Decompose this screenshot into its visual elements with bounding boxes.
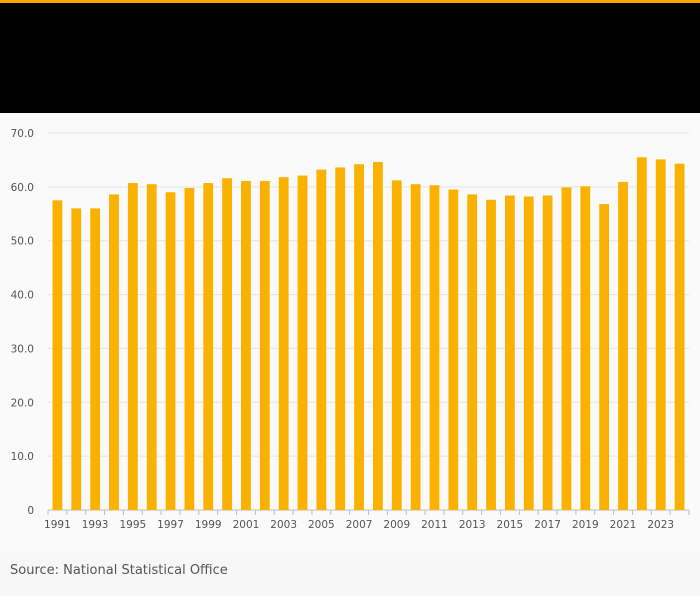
bar [486,199,496,510]
title-band [0,3,700,113]
bar [278,177,289,511]
x-tick-label: 1999 [195,519,222,531]
bar [636,157,647,510]
y-tick-label: 60.0 [11,182,34,194]
bar [90,208,101,510]
source-note: Source: National Statistical Office [10,563,228,578]
bar [655,159,666,510]
x-tick-label: 2007 [346,519,373,531]
y-tick-label: 0 [27,505,34,517]
bar [523,196,534,510]
bar [580,186,591,510]
x-tick-label: 1995 [119,519,146,531]
x-tick-label: 2015 [497,519,524,531]
x-tick-label: 1991 [44,519,71,531]
bar [504,195,515,510]
bar [71,208,82,510]
bar [429,185,440,510]
y-tick-label: 30.0 [11,343,34,355]
bar-chart: 0 10.0 20.0 30.0 40.0 50.0 60.0 70.0 1991 1993 199… [11,128,690,531]
bar [241,180,251,510]
y-tick-label: 20.0 [11,397,34,409]
x-tick-label: 2011 [421,519,448,531]
bar [561,187,572,510]
x-tick-label: 2005 [308,519,335,531]
bar [316,169,327,510]
x-tick-label: 2013 [459,519,486,531]
y-tick-label: 70.0 [11,128,34,140]
bar [373,162,383,510]
bar [127,183,138,510]
bar [297,175,308,510]
bar [165,192,176,510]
y-tick-label: 40.0 [11,290,34,302]
bar [184,187,195,510]
y-tick-label: 50.0 [11,236,34,248]
bar [674,163,685,510]
bar [109,194,119,510]
chart-area: 0 10.0 20.0 30.0 40.0 50.0 60.0 70.0 1991 1993 199… [0,113,700,553]
x-tick-label: 2001 [233,519,260,531]
x-tick-label: 2017 [534,519,561,531]
bar [542,195,553,510]
bar [222,178,233,510]
bar [410,184,421,510]
y-tick-label: 10.0 [11,451,34,463]
bar [354,164,364,510]
x-tick-label: 2009 [383,519,410,531]
bar [146,184,157,510]
bar [448,189,459,511]
x-tick-label: 1993 [82,519,109,531]
x-tick-label: 2021 [610,519,637,531]
bar [391,180,402,510]
bar [618,182,628,510]
bar [335,167,346,510]
bar [52,200,63,511]
x-tick-label: 2019 [572,519,599,531]
bar [467,194,478,510]
x-tick-label: 1997 [157,519,184,531]
accent-bar [0,0,700,3]
x-tick-label: 2023 [647,519,674,531]
bar [203,183,214,510]
x-tick-label: 2003 [270,519,297,531]
bar [599,204,610,510]
bar [259,180,270,510]
